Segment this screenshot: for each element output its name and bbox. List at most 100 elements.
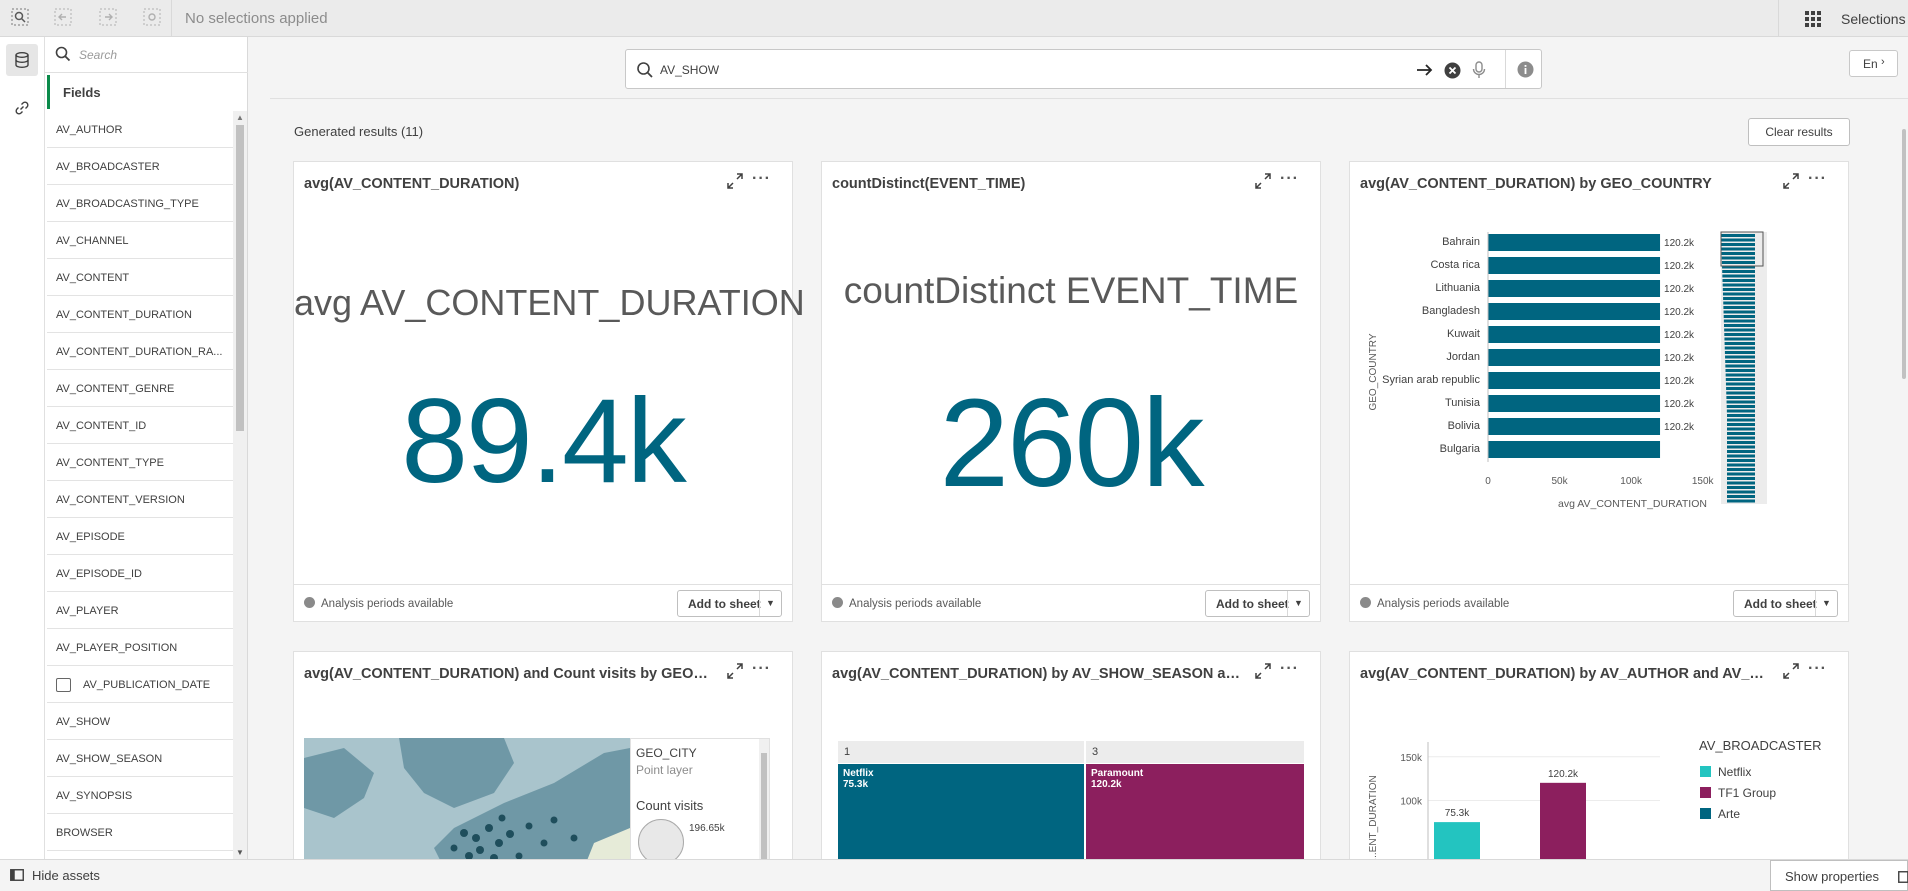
show-properties-button[interactable]: Show properties bbox=[1770, 860, 1908, 891]
result-card-kpi-avg-duration: avg(AV_CONTENT_DURATION) ··· avg AV_CONT… bbox=[293, 161, 805, 622]
legend-measure: Count visits bbox=[636, 798, 704, 813]
mini-bar bbox=[1724, 342, 1755, 345]
fields-scrollbar[interactable]: ▲ ▼ bbox=[233, 111, 247, 859]
hide-assets-button[interactable]: Hide assets bbox=[10, 868, 100, 883]
link-tab-button[interactable] bbox=[6, 92, 38, 124]
field-item[interactable]: AV_CONTENT_GENRE bbox=[47, 370, 233, 407]
mini-bar bbox=[1723, 301, 1755, 305]
fields-tab[interactable]: Fields bbox=[47, 75, 247, 109]
more-options-icon[interactable]: ··· bbox=[1808, 660, 1827, 677]
fields-scrollbar-thumb[interactable] bbox=[236, 125, 244, 431]
search-divider bbox=[1505, 50, 1506, 88]
category-label: Bahrain bbox=[1442, 236, 1480, 248]
more-options-icon[interactable]: ··· bbox=[752, 660, 771, 677]
mini-bar bbox=[1721, 243, 1755, 246]
field-item[interactable]: AV_SHOW bbox=[47, 703, 233, 740]
bar bbox=[1488, 395, 1661, 412]
natural-language-search[interactable]: AV_SHOW bbox=[625, 49, 1542, 89]
main-scrollbar-thumb[interactable] bbox=[1902, 129, 1906, 379]
mini-bar bbox=[1725, 355, 1755, 359]
more-options-icon[interactable]: ··· bbox=[1280, 170, 1299, 187]
expand-icon[interactable] bbox=[726, 172, 744, 190]
scroll-up-arrow[interactable]: ▲ bbox=[236, 113, 244, 122]
mini-bar bbox=[1721, 261, 1755, 264]
field-label: AV_CONTENT_DURATION bbox=[56, 309, 192, 321]
field-label: AV_CONTENT_GENRE bbox=[56, 383, 175, 395]
expand-icon[interactable] bbox=[1254, 172, 1272, 190]
result-card-treemap-by-season: avg(AV_CONTENT_DURATION) by AV_SHOW_SEAS… bbox=[821, 651, 1321, 881]
caret-down-icon[interactable]: ▼ bbox=[1815, 591, 1837, 616]
clear-query-icon[interactable] bbox=[1444, 62, 1461, 79]
more-options-icon[interactable]: ··· bbox=[752, 170, 771, 187]
field-item[interactable]: AV_CHANNEL bbox=[47, 222, 233, 259]
field-item[interactable]: AV_CONTENT_DURATION_RA... bbox=[47, 333, 233, 370]
fields-search[interactable]: Search bbox=[45, 37, 248, 73]
legend-swatch bbox=[1700, 808, 1711, 819]
expand-icon[interactable] bbox=[1254, 662, 1272, 680]
add-to-sheet-button[interactable]: Add to sheet ▼ bbox=[677, 590, 782, 617]
analysis-periods-info: Analysis periods available bbox=[832, 597, 981, 610]
expand-icon[interactable] bbox=[1782, 172, 1800, 190]
microphone-icon[interactable] bbox=[1472, 61, 1486, 79]
city-map[interactable] bbox=[304, 738, 630, 868]
field-item[interactable]: AV_CONTENT bbox=[47, 259, 233, 296]
mini-bar bbox=[1725, 364, 1755, 368]
field-item[interactable]: AV_EPISODE_ID bbox=[47, 555, 233, 592]
submit-arrow-icon[interactable] bbox=[1416, 62, 1434, 78]
field-item[interactable]: AV_CONTENT_ID bbox=[47, 407, 233, 444]
language-selector[interactable]: En › bbox=[1849, 50, 1898, 77]
selections-label: Selections bbox=[1841, 11, 1906, 27]
step-forward-icon[interactable] bbox=[98, 8, 118, 28]
field-item[interactable]: AV_BROADCASTING_TYPE bbox=[47, 185, 233, 222]
field-item[interactable]: AV_PLAYER bbox=[47, 592, 233, 629]
add-to-sheet-button[interactable]: Add to sheet ▼ bbox=[1205, 590, 1310, 617]
expand-icon[interactable] bbox=[1782, 662, 1800, 680]
mini-chart-window bbox=[1720, 231, 1764, 267]
field-item[interactable]: BROWSER bbox=[47, 814, 233, 851]
card-title: avg(AV_CONTENT_DURATION) by GEO_COUNTRY bbox=[1360, 176, 1712, 192]
field-item[interactable]: AV_CONTENT_DURATION bbox=[47, 296, 233, 333]
field-item[interactable]: AV_BROADCASTER bbox=[47, 148, 233, 185]
step-back-icon[interactable] bbox=[53, 8, 73, 28]
info-icon[interactable] bbox=[1517, 61, 1534, 78]
more-options-icon[interactable]: ··· bbox=[1280, 660, 1299, 677]
smart-search-icon[interactable] bbox=[10, 8, 30, 28]
clock-icon bbox=[304, 597, 315, 608]
data-fields-tab-button[interactable] bbox=[6, 44, 38, 76]
query-input[interactable]: AV_SHOW bbox=[660, 63, 720, 77]
legend-item: Netflix bbox=[1718, 765, 1751, 779]
caret-down-icon[interactable]: ▼ bbox=[1287, 591, 1309, 616]
mini-bar bbox=[1723, 319, 1755, 323]
legend-field: GEO_CITY bbox=[636, 746, 697, 760]
legend-item: TF1 Group bbox=[1718, 786, 1776, 800]
treemap-header: 1 bbox=[838, 741, 1084, 763]
field-item[interactable]: AV_PLAYER_POSITION bbox=[47, 629, 233, 666]
field-item[interactable]: AV_SYNOPSIS bbox=[47, 777, 233, 814]
card-title: avg(AV_CONTENT_DURATION) bbox=[304, 176, 520, 192]
caret-down-icon[interactable]: ▼ bbox=[759, 591, 781, 616]
header-divider bbox=[270, 98, 1908, 99]
clear-results-button[interactable]: Clear results bbox=[1748, 118, 1850, 146]
expand-icon[interactable] bbox=[726, 662, 744, 680]
field-item[interactable]: AV_AUTHOR bbox=[47, 111, 233, 148]
clear-all-icon[interactable] bbox=[142, 8, 162, 28]
treemap-cell-netflix[interactable]: Netflix 75.3k bbox=[838, 764, 1084, 868]
more-options-icon[interactable]: ··· bbox=[1808, 170, 1827, 187]
add-to-sheet-button[interactable]: Add to sheet ▼ bbox=[1733, 590, 1838, 617]
field-item[interactable]: AV_CONTENT_TYPE bbox=[47, 444, 233, 481]
main-scrollbar[interactable] bbox=[1900, 107, 1908, 859]
field-item[interactable]: AV_CONTENT_VERSION bbox=[47, 481, 233, 518]
field-item[interactable]: AV_SHOW_SEASON bbox=[47, 740, 233, 777]
field-label: AV_CONTENT_VERSION bbox=[56, 494, 185, 506]
treemap-cell-paramount[interactable]: Paramount 120.2k bbox=[1086, 764, 1304, 868]
scroll-down-arrow[interactable]: ▼ bbox=[236, 848, 244, 857]
mini-bar bbox=[1724, 337, 1755, 341]
category-label: Jordan bbox=[1446, 351, 1480, 363]
x-axis-label: avg AV_CONTENT_DURATION bbox=[1558, 498, 1707, 510]
legend-scrollbar[interactable] bbox=[759, 739, 769, 867]
field-item[interactable]: AV_PUBLICATION_DATE bbox=[47, 666, 233, 703]
legend-item: Arte bbox=[1718, 807, 1740, 821]
field-item[interactable]: AV_EPISODE bbox=[47, 518, 233, 555]
author-bar-chart: ...ENT_DURATION 150k 100k 75.3k 120.2k AV_BRO… bbox=[1368, 738, 1822, 878]
selections-button[interactable]: Selections bbox=[1778, 0, 1908, 37]
